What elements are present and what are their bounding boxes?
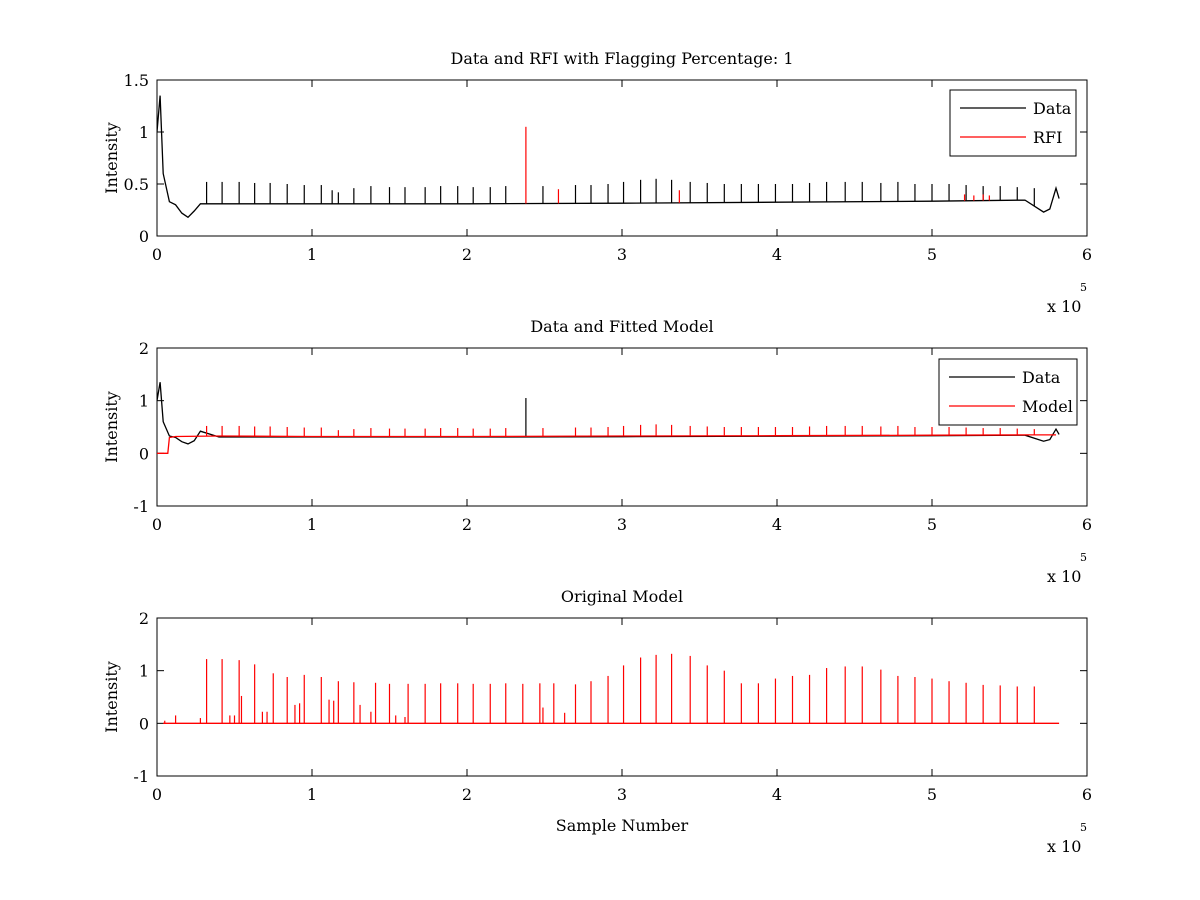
x-tick-label: 0 — [152, 245, 162, 264]
subplot-1: 0 1 2 3 4 5 6 0 0.5 1 1.5 x 10 5 Data and RFI with Fl… — [102, 49, 1092, 316]
x-axis-label: Sample Number — [556, 816, 689, 835]
subplot-title: Data and RFI with Flagging Percentage: 1 — [450, 49, 793, 68]
y-tick-label: 2 — [139, 339, 149, 358]
x-tick-label: 2 — [462, 785, 472, 804]
x-multiplier-exponent: 5 — [1080, 551, 1087, 564]
legend-label-data: Data — [1022, 368, 1061, 387]
legend-label-data: Data — [1033, 99, 1072, 118]
legend-box — [938, 358, 1078, 426]
x-tick-label: 1 — [307, 515, 317, 534]
plot-area — [157, 382, 1060, 454]
y-tick-label: 1 — [139, 392, 149, 411]
x-tick-label: 2 — [462, 245, 472, 264]
legend-box — [949, 89, 1077, 157]
y-tick-label: 1 — [139, 662, 149, 681]
x-tick-label: 4 — [772, 515, 782, 534]
y-tick-label: -1 — [133, 497, 149, 516]
y-tick-label: 1 — [139, 123, 149, 142]
x-multiplier-label: x 10 — [1047, 297, 1081, 316]
legend-label-model: Model — [1022, 397, 1073, 416]
x-tick-label: 5 — [927, 245, 937, 264]
y-tick-label: 0.5 — [124, 175, 149, 194]
x-tick-label: 0 — [152, 785, 162, 804]
x-tick-label: 5 — [927, 515, 937, 534]
x-tick-label: 4 — [772, 785, 782, 804]
x-tick-label: 6 — [1082, 245, 1092, 264]
x-multiplier-exponent: 5 — [1080, 821, 1087, 834]
plot-area — [157, 95, 1060, 219]
legend: Data Model — [938, 358, 1078, 426]
subplot-title: Original Model — [561, 587, 683, 606]
y-tick-label: -1 — [133, 767, 149, 786]
y-tick-label: 0 — [139, 714, 149, 733]
y-axis-label: Intensity — [102, 391, 121, 463]
x-multiplier-exponent: 5 — [1080, 281, 1087, 294]
x-tick-label: 3 — [617, 785, 627, 804]
x-tick-label: 2 — [462, 515, 472, 534]
y-tick-label: 0 — [139, 227, 149, 246]
axes-frame — [156, 617, 1088, 777]
subplot-title: Data and Fitted Model — [530, 317, 713, 336]
x-tick-label: 6 — [1082, 785, 1092, 804]
y-axis-label: Intensity — [102, 661, 121, 733]
y-tick-label: 1.5 — [124, 71, 149, 90]
x-tick-label: 5 — [927, 785, 937, 804]
plot-area — [163, 653, 1060, 724]
y-tick-label: 2 — [139, 609, 149, 628]
model-line — [157, 434, 1056, 454]
x-tick-label: 1 — [307, 785, 317, 804]
legend-label-rfi: RFI — [1033, 128, 1062, 147]
y-tick-label: 0 — [139, 444, 149, 463]
legend: Data RFI — [949, 89, 1077, 157]
x-tick-label: 4 — [772, 245, 782, 264]
x-tick-label: 3 — [617, 245, 627, 264]
x-multiplier-label: x 10 — [1047, 567, 1081, 586]
x-multiplier-label: x 10 — [1047, 837, 1081, 856]
x-tick-label: 0 — [152, 515, 162, 534]
x-tick-label: 3 — [617, 515, 627, 534]
x-tick-label: 6 — [1082, 515, 1092, 534]
data-line — [157, 95, 1060, 219]
axes-frame — [156, 79, 1088, 237]
data-line — [157, 382, 1060, 445]
x-tick-label: 1 — [307, 245, 317, 264]
y-axis-label: Intensity — [102, 122, 121, 194]
